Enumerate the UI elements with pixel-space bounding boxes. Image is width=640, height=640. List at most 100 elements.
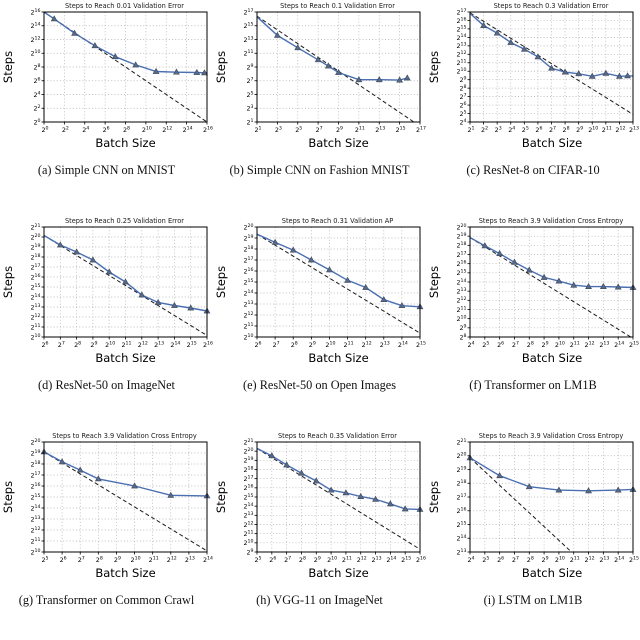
svg-text:219: 219 [456,232,466,241]
svg-text:213: 213 [243,511,253,520]
svg-text:217: 217 [456,8,466,17]
svg-text:210: 210 [30,49,40,58]
svg-text:28: 28 [299,555,306,564]
svg-text:24: 24 [467,340,474,349]
svg-text:27: 27 [284,555,291,564]
svg-text:26: 26 [41,340,48,349]
subplot-caption: (g) Transformer on Common Crawl [18,593,195,607]
svg-text:210: 210 [105,340,115,349]
svg-text:210: 210 [456,67,466,76]
subplot-h: Steps to Reach 0.35 Validation Error Ste… [213,430,426,640]
svg-text:216: 216 [30,8,40,17]
svg-text:213: 213 [243,35,253,44]
plot-title: Steps to Reach 3.9 Validation Cross Entr… [478,217,624,225]
svg-text:27: 27 [549,125,556,134]
svg-text:29: 29 [314,555,321,564]
svg-text:28: 28 [74,340,81,349]
subplot-d: Steps to Reach 0.25 Validation Error Ste… [0,215,213,430]
svg-text:215: 215 [629,340,639,349]
svg-text:219: 219 [243,234,253,243]
x-axis-label: Batch Size [521,566,583,580]
svg-text:213: 213 [456,287,466,296]
svg-text:219: 219 [243,456,253,465]
svg-text:211: 211 [243,322,253,331]
svg-text:25: 25 [482,340,489,349]
subplot-caption: (d) ResNet-50 on ImageNet [38,378,175,392]
svg-text:213: 213 [375,125,385,134]
svg-text:214: 214 [30,22,40,31]
svg-text:213: 213 [30,515,40,524]
plot-title: Steps to Reach 0.3 Validation Error [493,2,609,10]
svg-text:210: 210 [131,555,141,564]
svg-text:214: 214 [456,278,466,287]
x-axis-label: Batch Size [95,351,156,365]
svg-text:220: 220 [456,452,466,461]
svg-text:216: 216 [456,259,466,268]
plot-title: Steps to Reach 0.35 Validation Error [277,432,398,440]
svg-text:29: 29 [542,555,549,564]
svg-text:25: 25 [459,109,466,118]
svg-text:214: 214 [398,340,408,349]
svg-text:215: 215 [243,22,253,31]
svg-text:217: 217 [30,471,40,480]
svg-text:213: 213 [30,303,40,312]
svg-text:214: 214 [614,340,624,349]
svg-text:24: 24 [33,90,40,99]
svg-text:210: 210 [325,340,335,349]
svg-text:212: 212 [585,555,595,564]
subplot-caption: (b) Simple CNN on Fashion MNIST [229,163,410,177]
x-axis-label: Batch Size [308,566,369,580]
svg-text:210: 210 [456,314,466,323]
svg-text:211: 211 [344,340,354,349]
svg-text:214: 214 [30,293,40,302]
svg-text:215: 215 [456,520,466,529]
svg-text:27: 27 [512,340,519,349]
svg-text:214: 214 [386,555,396,564]
subplot-caption: (f) Transformer on LM1B [469,378,597,392]
svg-text:211: 211 [30,323,40,332]
svg-text:221: 221 [456,438,466,447]
svg-text:20: 20 [41,125,48,134]
svg-text:29: 29 [459,324,466,333]
svg-text:215: 215 [187,340,197,349]
svg-text:27: 27 [246,77,253,86]
svg-text:29: 29 [336,125,343,134]
svg-text:210: 210 [30,333,40,342]
svg-text:218: 218 [243,245,253,254]
svg-text:221: 221 [243,438,253,447]
x-axis-label: Batch Size [308,351,369,365]
svg-text:211: 211 [243,529,253,538]
svg-text:28: 28 [459,84,466,93]
svg-text:212: 212 [362,340,372,349]
svg-text:22: 22 [481,125,488,134]
svg-text:210: 210 [243,539,253,548]
svg-text:216: 216 [30,273,40,282]
svg-text:29: 29 [114,555,121,564]
svg-text:211: 211 [30,537,40,546]
plot-title: Steps to Reach 0.25 Validation Error [64,217,185,225]
svg-text:212: 212 [357,555,367,564]
svg-text:215: 215 [401,555,411,564]
svg-text:26: 26 [269,555,276,564]
svg-text:22: 22 [33,104,40,113]
svg-text:217: 217 [243,256,253,265]
svg-text:28: 28 [527,340,534,349]
svg-text:212: 212 [138,340,148,349]
svg-text:212: 212 [243,311,253,320]
subplot-e: Steps to Reach 0.31 Validation AP Steps … [213,215,426,430]
svg-text:210: 210 [30,548,40,557]
svg-text:213: 213 [599,340,609,349]
svg-text:220: 220 [456,223,466,232]
svg-text:211: 211 [355,125,365,134]
svg-text:24: 24 [82,125,89,134]
svg-text:29: 29 [459,75,466,84]
svg-text:212: 212 [30,526,40,535]
svg-text:214: 214 [456,534,466,543]
svg-text:210: 210 [243,333,253,342]
svg-text:20: 20 [33,118,40,127]
svg-text:217: 217 [416,125,426,134]
svg-text:23: 23 [275,125,282,134]
svg-text:26: 26 [254,340,261,349]
svg-text:220: 220 [30,438,40,447]
svg-text:217: 217 [456,250,466,259]
